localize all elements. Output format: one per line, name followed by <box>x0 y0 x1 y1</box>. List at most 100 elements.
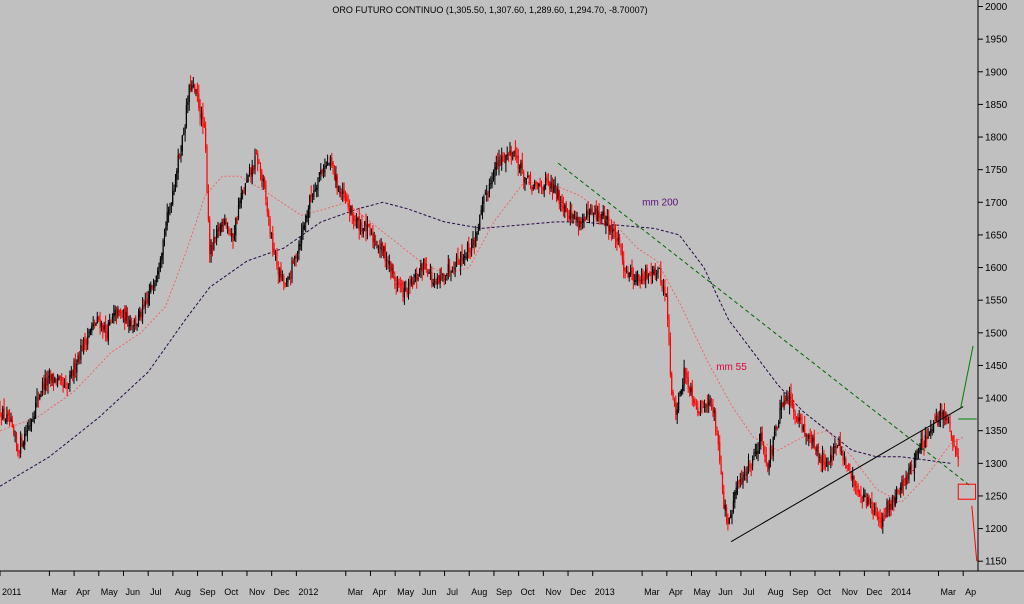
candle <box>865 492 867 509</box>
candle <box>521 152 523 174</box>
chart-title: ORO FUTURO CONTINUO (1,305.50, 1,307.60,… <box>332 5 647 15</box>
candle <box>658 267 660 269</box>
candle <box>107 319 109 345</box>
candle <box>519 164 521 174</box>
x-tick-label: Nov <box>545 587 562 597</box>
candle <box>148 283 150 306</box>
candle <box>876 507 878 521</box>
candle <box>775 424 777 437</box>
x-tick-label: Jun <box>718 587 733 597</box>
candle <box>192 77 194 89</box>
candle <box>641 268 643 285</box>
candle <box>425 257 427 273</box>
candle <box>451 266 453 273</box>
candle <box>136 323 138 331</box>
candle <box>221 218 223 233</box>
candle <box>332 161 334 175</box>
candle <box>839 432 841 455</box>
candle <box>508 151 510 162</box>
x-tick-label: 2014 <box>891 587 911 597</box>
candle <box>316 184 318 198</box>
candle <box>110 319 112 324</box>
candle <box>684 367 686 384</box>
candle <box>353 212 355 230</box>
candle <box>841 446 843 456</box>
candle <box>889 497 891 517</box>
candle <box>922 430 924 451</box>
candle <box>233 225 235 242</box>
candle <box>369 222 371 237</box>
candle <box>387 256 389 270</box>
candle <box>25 425 27 437</box>
candle <box>81 339 83 352</box>
candle <box>561 194 563 212</box>
candle <box>13 424 15 437</box>
candle <box>912 469 914 472</box>
candle <box>931 425 933 436</box>
candle <box>832 443 835 461</box>
candle <box>73 358 75 384</box>
candle <box>333 165 336 181</box>
x-tick-label: May <box>694 587 712 597</box>
candle <box>746 466 748 483</box>
candle <box>258 159 260 164</box>
candle <box>354 215 356 227</box>
candle <box>709 395 711 407</box>
candle <box>523 169 525 190</box>
x-tick-label: Aug <box>471 587 487 597</box>
candle <box>144 292 146 314</box>
candle <box>431 266 433 288</box>
candle <box>196 82 198 102</box>
candle <box>893 495 895 512</box>
candle <box>292 258 294 264</box>
candle <box>328 162 330 166</box>
candle <box>587 201 589 222</box>
candle <box>143 298 145 310</box>
candle <box>479 214 481 231</box>
candle <box>682 378 684 395</box>
candle <box>428 269 430 274</box>
candle <box>620 243 622 256</box>
time-axis[interactable]: 2011 Mar Apr May Jun Jul Aug Sep Oct Nov Dec 2012 Ma… <box>0 571 976 597</box>
candle <box>472 231 474 249</box>
y-tick-label: 1700 <box>985 198 1008 209</box>
candle <box>270 231 272 239</box>
candle <box>395 276 397 295</box>
candle <box>812 434 814 449</box>
candle <box>329 155 331 171</box>
candle <box>57 373 59 388</box>
candle <box>380 238 382 259</box>
candle <box>869 498 872 509</box>
candle <box>494 161 496 185</box>
candle <box>712 398 714 417</box>
candle <box>705 403 707 413</box>
candle <box>375 234 377 247</box>
candle <box>710 397 713 411</box>
candle <box>900 482 902 498</box>
candle <box>708 393 710 413</box>
candle <box>532 184 534 191</box>
candle <box>207 184 209 223</box>
candle <box>956 438 958 457</box>
candle <box>218 223 220 237</box>
candle <box>361 214 363 238</box>
candle <box>488 178 490 198</box>
candle <box>664 279 666 302</box>
candle <box>904 478 906 486</box>
candle <box>227 222 229 234</box>
candle <box>273 242 275 255</box>
candle <box>784 395 787 405</box>
candle <box>85 337 87 352</box>
candle <box>497 152 499 170</box>
candle <box>159 256 161 273</box>
x-tick-label: Aug <box>768 587 784 597</box>
candle <box>819 453 821 463</box>
candle <box>424 257 426 270</box>
candle <box>594 205 596 215</box>
price-axis[interactable]: 2000 1950 1900 1850 1800 1750 1700 1650 1600 1550… <box>978 2 1008 568</box>
candle <box>795 416 798 423</box>
candle <box>117 305 119 319</box>
candle <box>168 206 170 223</box>
candle <box>298 240 300 261</box>
x-tick-label: Sep <box>496 587 512 597</box>
